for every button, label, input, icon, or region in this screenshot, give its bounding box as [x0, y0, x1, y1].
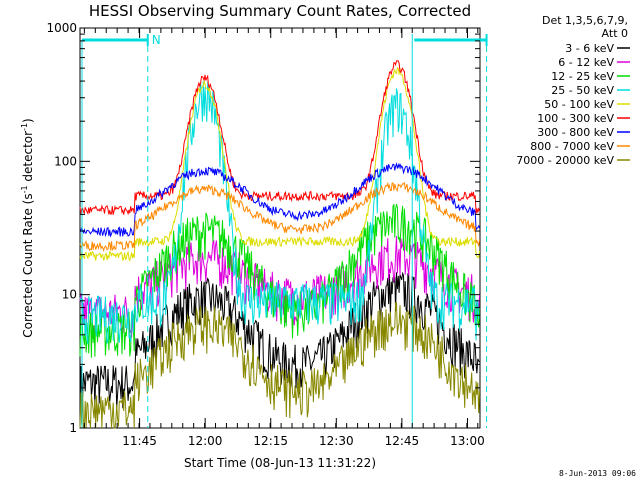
- series-line-6: [79, 60, 481, 216]
- series-line-4: [79, 81, 480, 345]
- series-line-3: [79, 204, 481, 358]
- y-axis-label-part-2: detector: [21, 131, 35, 186]
- x-tick-label: 12:15: [253, 434, 288, 448]
- plot-area: N: [79, 27, 488, 429]
- y-axis-label-part-1: Corrected Count Rate (s: [21, 193, 35, 337]
- legend-label-1: 3 - 6 keV: [565, 42, 614, 55]
- x-tick-label: 11:45: [122, 434, 157, 448]
- series-line-1: [79, 271, 480, 413]
- legend-label-7: 300 - 800 keV: [537, 126, 614, 139]
- legend-header-line-2: Att 0: [602, 27, 628, 40]
- legend-label-9: 7000 - 20000 keV: [516, 154, 614, 167]
- y-axis-label-sup-1: -1: [20, 185, 29, 193]
- y-tick-label: 1: [69, 421, 77, 435]
- x-tick-label: 13:00: [450, 434, 485, 448]
- series-line-9: [79, 302, 481, 429]
- series-line-7: [79, 162, 481, 238]
- y-axis-label-sup-2: -1: [20, 123, 29, 131]
- series-layer: [79, 60, 481, 429]
- plot-frame: [79, 27, 481, 429]
- x-axis-label: Start Time (08-Jun-13 11:31:22): [184, 456, 376, 470]
- legend-label-4: 25 - 50 keV: [551, 84, 614, 97]
- night-indicators: N: [81, 33, 488, 428]
- y-tick-label: 100: [54, 154, 77, 168]
- chart-title: HESSI Observing Summary Count Rates, Cor…: [89, 2, 471, 20]
- x-tick-label: 12:30: [319, 434, 354, 448]
- legend-label-3: 12 - 25 keV: [551, 70, 614, 83]
- y-tick-label: 10: [62, 288, 77, 302]
- x-tick-label: 12:45: [385, 434, 420, 448]
- x-tick-label: 12:00: [188, 434, 223, 448]
- legend-label-2: 6 - 12 keV: [558, 56, 614, 69]
- legend-label-5: 50 - 100 keV: [544, 98, 614, 111]
- night-label: N: [152, 33, 161, 47]
- series-line-8: [79, 181, 481, 252]
- y-axis: 1 10 100 1000: [46, 21, 480, 435]
- y-tick-label: 1000: [46, 21, 77, 35]
- legend-header-line-1: Det 1,3,5,6,7,9,: [542, 14, 628, 27]
- legend-label-6: 100 - 300 keV: [537, 112, 614, 125]
- timestamp: 8-Jun-2013 09:06: [559, 469, 636, 478]
- y-axis-label: Corrected Count Rate (s-1 detector-1): [20, 118, 35, 337]
- series-line-5: [79, 66, 481, 262]
- x-axis: 11:45 12:00 12:15 12:30 12:45 13:00: [83, 28, 485, 448]
- y-axis-label-part-3: ): [21, 118, 35, 123]
- legend-label-8: 800 - 7000 keV: [530, 140, 614, 153]
